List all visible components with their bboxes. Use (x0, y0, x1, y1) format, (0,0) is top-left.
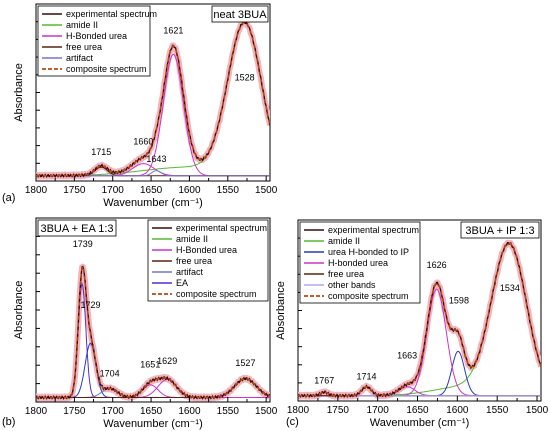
peak-label: 1527 (235, 358, 255, 368)
series-composite (298, 242, 541, 397)
x-tick-label: 1700 (367, 405, 390, 416)
x-tick-label: 1500 (526, 405, 549, 416)
chart-title: neat 3BUA (213, 9, 267, 21)
panel-letter: (a) (2, 192, 15, 204)
peak-label: 1626 (427, 260, 447, 270)
legend-label: EA (176, 278, 188, 288)
legend-label: other bands (328, 280, 376, 290)
legend-label: amide II (176, 234, 208, 244)
title-box (460, 221, 540, 239)
legend-label: free urea (328, 269, 364, 279)
legend-label: composite spectrum (176, 289, 257, 299)
peak-label: 1739 (73, 239, 93, 249)
series-composite (36, 264, 270, 399)
title-box (37, 219, 117, 237)
chart-panel-b: 1800 1750 1700 1650 1600 1550 1500 Wavenumber (… (2, 217, 278, 430)
peak-label: 1715 (91, 147, 111, 157)
peak-label: 1660 (133, 137, 153, 147)
legend-label: amide II (66, 20, 98, 30)
legend-label: free urea (66, 42, 102, 52)
x-tick-label: 1750 (327, 405, 350, 416)
x-tick-label: 1800 (25, 185, 48, 196)
legend (299, 221, 421, 304)
x-tick-label: 1550 (486, 405, 509, 416)
x-tick-label: 1600 (178, 185, 201, 196)
x-axis-label: Wavenumber (cm⁻¹) (103, 418, 203, 430)
chart-panel-a: 1800 1750 1700 1650 1600 1550 1500 Wavenumber (… (2, 3, 278, 209)
peak-label: 1534 (500, 283, 520, 293)
x-tick-label: 1750 (63, 185, 86, 196)
x-axis-label: Wavenumber (cm⁻¹) (103, 197, 203, 209)
legend-label: free urea (176, 256, 212, 266)
x-tick-label: 1700 (102, 406, 125, 417)
legend-label: experimental spectrum (176, 223, 267, 233)
x-tick-label: 1650 (140, 406, 163, 417)
peak-label: 1621 (163, 26, 183, 36)
x-tick-label: 1650 (140, 185, 163, 196)
x-tick-label: 1550 (217, 406, 240, 417)
legend-label: H-Bonded urea (176, 245, 237, 255)
peak-label: 1729 (80, 300, 100, 310)
legend-label: experimental spectrum (66, 9, 157, 19)
peak-label: 1663 (397, 350, 417, 360)
series-composite (36, 21, 270, 177)
legend-label: experimental spectrum (328, 225, 419, 235)
x-tick-label: 1550 (217, 185, 240, 196)
peak-label: 1598 (449, 295, 469, 305)
plot-area (36, 18, 270, 180)
legend-label: urea H-bonded to IP (328, 247, 409, 257)
x-tick-label: 1500 (255, 185, 278, 196)
x-axis-label: Wavenumber (cm⁻¹) (370, 417, 470, 429)
chart-title: 3BUA + EA 1:3 (40, 223, 113, 235)
x-tick-label: 1600 (178, 406, 201, 417)
legend-label: artifact (66, 53, 94, 63)
peak-label: 1767 (314, 375, 334, 385)
title-box (211, 5, 269, 23)
peak-label: 1704 (100, 369, 120, 379)
x-tick-label: 1800 (25, 406, 48, 417)
peak-label: 1629 (157, 356, 177, 366)
plot-area (298, 239, 541, 400)
chart-title: 3BUA + IP 1:3 (465, 225, 534, 237)
plot-area (36, 263, 270, 402)
y-axis-label: Absorbance (13, 63, 25, 122)
peak-label: 1714 (357, 372, 377, 382)
y-axis-label: Absorbance (13, 281, 25, 340)
chart-panel-c: 1800 1750 1700 1650 1600 1550 1500 Wavenumber (… (275, 219, 549, 429)
peak-label: 1528 (235, 72, 255, 82)
peak-label: 1643 (146, 154, 166, 164)
x-tick-label: 1800 (287, 405, 310, 416)
legend-label: H-Bonded urea (66, 31, 127, 41)
x-tick-label: 1650 (406, 405, 429, 416)
x-tick-label: 1500 (255, 406, 278, 417)
x-tick-label: 1600 (446, 405, 469, 416)
peak-label: 1651 (140, 360, 160, 370)
legend-label: amide II (328, 236, 360, 246)
x-tick-label: 1700 (102, 185, 125, 196)
legend-label: composite spectrum (328, 291, 409, 301)
x-tick-label: 1750 (63, 406, 86, 417)
legend (37, 5, 151, 77)
legend-label: H-bonded urea (328, 258, 388, 268)
panel-letter: (b) (2, 416, 15, 428)
y-axis-label: Absorbance (275, 281, 287, 340)
panel-letter: (c) (286, 416, 299, 428)
legend-label: composite spectrum (66, 64, 147, 74)
legend-label: artifact (176, 267, 204, 277)
